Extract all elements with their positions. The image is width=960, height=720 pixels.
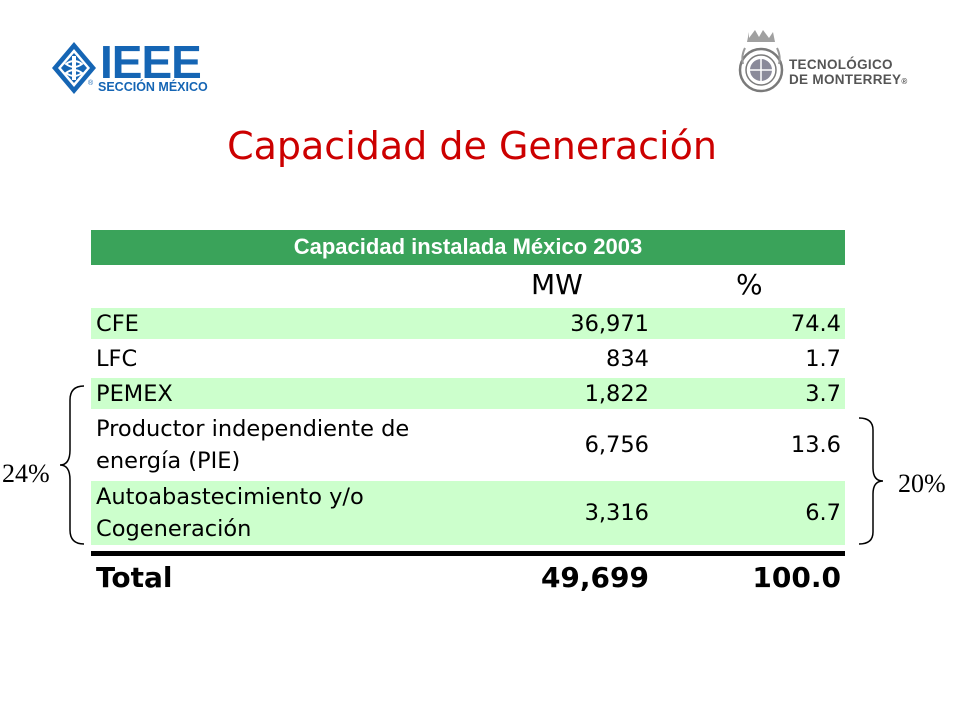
right-brace-label: 20%: [898, 469, 946, 498]
table-row: LFC 834 1.7: [91, 343, 845, 374]
row-label-line1: Autoabastecimiento y/o: [96, 484, 364, 510]
row-label-line1: Productor independiente de: [96, 416, 410, 442]
table-row: Autoabastecimiento y/o Cogeneración 3,31…: [91, 481, 845, 545]
table-row: PEMEX 1,822 3.7: [91, 378, 845, 409]
row-label: CFE: [96, 311, 139, 337]
row-mw-value: 3,316: [584, 500, 649, 526]
ieee-diamond-icon: [52, 42, 96, 94]
row-percent-value: 74.4: [790, 311, 841, 337]
tec-seal-icon: [738, 30, 784, 93]
tec-wordmark-line2: DE MONTERREY®: [789, 72, 908, 87]
tec-logo: TECNOLÓGICO DE MONTERREY®: [735, 28, 910, 96]
slide-title: Capacidad de Generación: [227, 124, 717, 168]
ieee-logo: IEEE ® SECCIÓN MÉXICO: [50, 36, 225, 96]
capacity-table: Capacidad instalada México 2003 MW % CFE…: [91, 230, 845, 600]
total-label: Total: [96, 561, 173, 594]
ieee-subtitle: SECCIÓN MÉXICO: [98, 80, 208, 94]
row-percent-value: 3.7: [805, 381, 841, 407]
row-label: LFC: [96, 346, 138, 372]
total-mw-value: 49,699: [540, 561, 649, 594]
table-row: CFE 36,971 74.4: [91, 308, 845, 339]
total-row: Total 49,699 100.0: [91, 556, 845, 600]
row-mw-value: 1,822: [584, 381, 649, 407]
column-header-mw: MW: [531, 268, 583, 301]
tec-wordmark-line1: TECNOLÓGICO: [789, 57, 893, 72]
right-brace-icon: [858, 417, 884, 545]
left-brace-icon: [59, 385, 85, 545]
row-percent-value: 1.7: [805, 346, 841, 372]
row-mw-value: 834: [606, 346, 649, 372]
table-caption: Capacidad instalada México 2003: [91, 230, 845, 265]
ieee-wordmark: IEEE: [100, 36, 202, 88]
total-separator: [91, 551, 845, 556]
column-header-percent: %: [736, 268, 763, 301]
table-row: Productor independiente de energía (PIE)…: [91, 413, 845, 477]
row-percent-value: 13.6: [790, 432, 841, 458]
row-label-line2: Cogeneración: [96, 516, 252, 542]
table-column-headers: MW %: [91, 265, 845, 308]
left-brace-label: 24%: [2, 459, 50, 488]
registered-mark-icon: ®: [88, 80, 94, 87]
row-mw-value: 36,971: [570, 311, 649, 337]
row-mw-value: 6,756: [584, 432, 649, 458]
row-percent-value: 6.7: [805, 500, 841, 526]
total-percent-value: 100.0: [752, 561, 841, 594]
row-label-line2: energía (PIE): [96, 448, 241, 474]
row-label: PEMEX: [96, 381, 173, 407]
